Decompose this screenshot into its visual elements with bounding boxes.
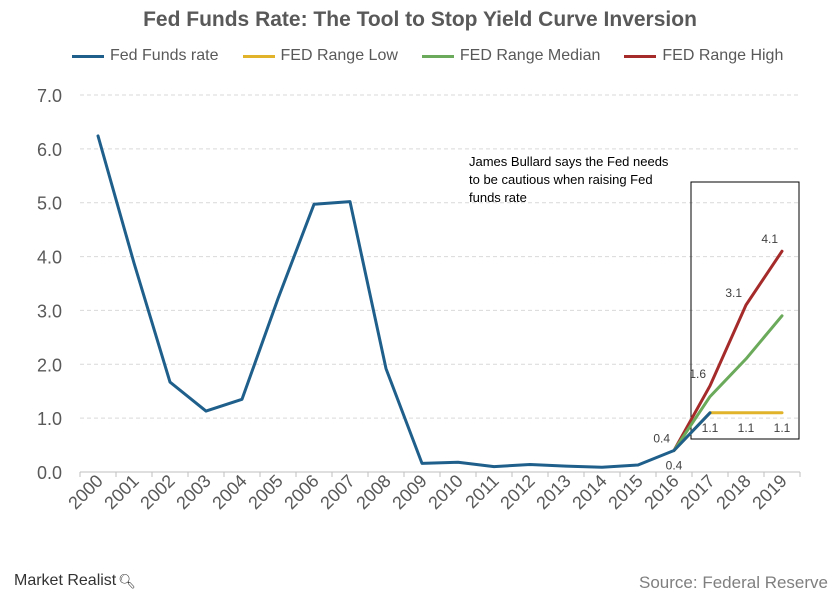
x-tick-label: 2012 — [496, 471, 538, 513]
x-tick-label: 2015 — [604, 471, 646, 513]
annotation-text: James Bullard says the Fed needs to be c… — [469, 154, 669, 205]
legend: Fed Funds rate FED Range Low FED Range Med… — [72, 46, 807, 66]
x-tick-label: 2013 — [532, 471, 574, 513]
legend-swatch — [421, 54, 454, 58]
x-tick-label: 2014 — [568, 471, 610, 513]
legend-swatch — [624, 54, 657, 58]
y-tick-label: 2.0 — [37, 355, 62, 375]
legend-label: FED Range Median — [459, 47, 601, 64]
legend-label: Fed Funds rate — [110, 47, 219, 64]
y-tick-label: 5.0 — [37, 194, 62, 214]
highlight-box — [690, 181, 800, 440]
x-tick-label: 2017 — [676, 471, 718, 513]
series-line — [96, 134, 712, 469]
data-label: 0.4 — [666, 458, 683, 472]
x-tick-label: 2009 — [388, 471, 430, 513]
x-tick-label: 2006 — [280, 471, 322, 513]
series-line — [672, 314, 784, 452]
y-tick-label: 3.0 — [37, 301, 62, 321]
legend-label: FED Range High — [662, 47, 784, 64]
x-tick-label: 2001 — [100, 471, 142, 513]
data-label: 4.1 — [761, 232, 778, 246]
x-tick-label: 2010 — [424, 471, 466, 513]
x-tick-label: 2004 — [208, 471, 250, 513]
x-tick-label: 2019 — [748, 471, 790, 513]
legend-item: Fed Funds rate — [72, 47, 219, 65]
legend-swatch — [72, 54, 104, 58]
y-tick-label: 4.0 — [37, 248, 62, 268]
x-tick-label: 2005 — [244, 471, 286, 513]
data-label: 1.1 — [738, 421, 755, 435]
series-line — [672, 249, 784, 452]
brand-logo: Market Realist 🔍︎ — [14, 572, 136, 590]
x-tick-label: 2008 — [352, 471, 394, 513]
x-tick-label: 2000 — [64, 471, 106, 513]
legend-item: FED Range High — [624, 47, 783, 65]
y-tick-label: 7.0 — [37, 86, 62, 106]
y-tick-label: 6.0 — [37, 140, 62, 160]
legend-item: FED Range Median — [421, 47, 601, 65]
x-tick-label: 2018 — [712, 471, 754, 513]
legend-item: FED Range Low — [242, 47, 398, 65]
data-label: 1.1 — [774, 421, 791, 435]
data-label: 1.6 — [689, 367, 706, 381]
x-tick-label: 2002 — [136, 471, 178, 513]
x-tick-label: 2003 — [172, 471, 214, 513]
y-tick-label: 0.0 — [37, 463, 62, 483]
source-note: Source: Federal Reserve — [639, 573, 828, 592]
chart-title: Fed Funds Rate: The Tool to Stop Yield C… — [143, 8, 697, 31]
x-tick-label: 2007 — [316, 471, 358, 513]
x-tick-label: 2011 — [461, 471, 503, 513]
data-label: 1.1 — [702, 421, 719, 435]
magnifier-icon: 🔍︎ — [118, 572, 137, 589]
legend-label: FED Range Low — [280, 47, 398, 64]
data-label: 0.4 — [653, 431, 670, 445]
x-tick-label: 2016 — [640, 471, 682, 513]
brand-name: Market Realist — [14, 572, 117, 589]
y-tick-label: 1.0 — [37, 409, 62, 429]
legend-swatch — [242, 54, 275, 58]
data-label: 3.1 — [725, 286, 742, 300]
